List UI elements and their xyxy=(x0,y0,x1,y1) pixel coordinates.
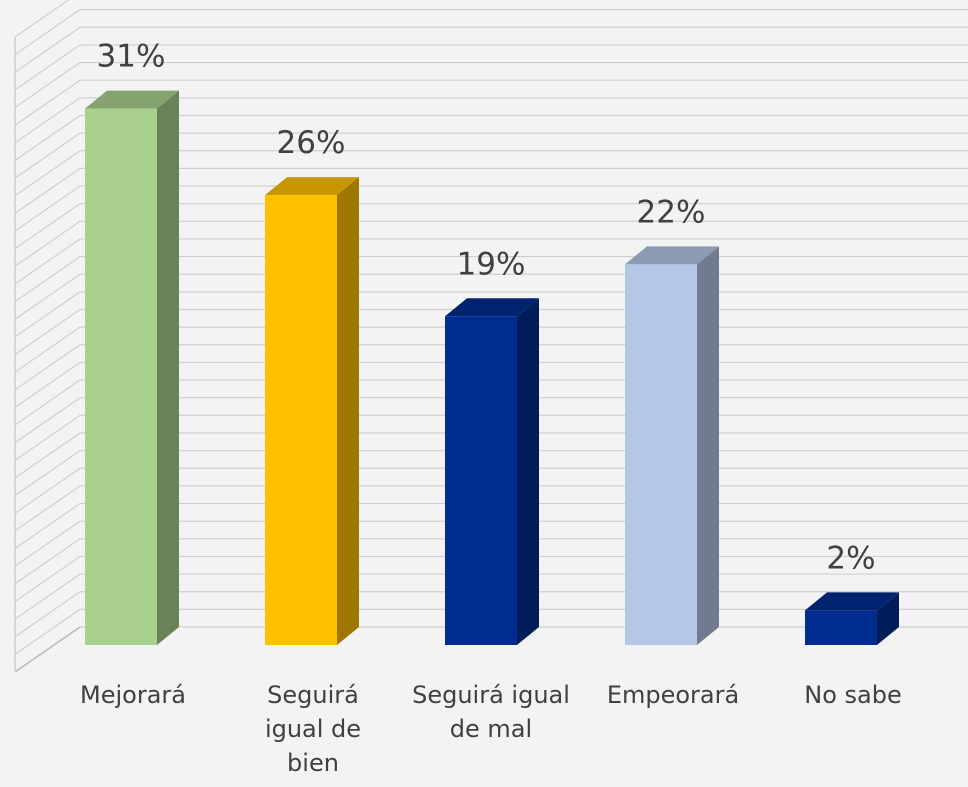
grid-line xyxy=(14,150,81,197)
grid-line xyxy=(14,291,81,338)
bar-top xyxy=(805,592,899,611)
bar-side xyxy=(157,90,179,646)
grid-line xyxy=(14,132,81,179)
grid-line xyxy=(14,379,81,426)
grid-line xyxy=(14,0,70,38)
grid-line xyxy=(14,167,81,214)
grid-line xyxy=(14,538,81,585)
grid-line xyxy=(14,520,81,567)
category-label: Seguirá igual de bien xyxy=(264,681,362,777)
grid-line xyxy=(14,608,81,655)
grid-line xyxy=(14,203,81,250)
bar-front xyxy=(265,195,337,646)
bar xyxy=(85,90,179,646)
grid-line xyxy=(14,185,81,232)
bar-front xyxy=(445,316,517,645)
category-label: No sabe xyxy=(804,681,902,709)
value-label: 31% xyxy=(97,39,166,75)
grid-line xyxy=(14,467,81,514)
value-label: 26% xyxy=(277,125,346,161)
bar-top xyxy=(85,90,179,109)
grid-line xyxy=(14,9,81,56)
value-label: 22% xyxy=(637,194,706,230)
grid-line xyxy=(14,503,81,550)
grid-line xyxy=(14,309,81,355)
grid-line xyxy=(14,361,81,408)
grid-line xyxy=(14,97,81,144)
bar xyxy=(445,298,539,645)
grid-line xyxy=(14,397,81,444)
category-label: Empeorará xyxy=(606,681,740,709)
grid-line xyxy=(14,79,81,126)
grid-line xyxy=(14,220,81,267)
grid-line xyxy=(14,485,81,532)
grid-line xyxy=(14,273,81,320)
grid-line xyxy=(14,344,81,391)
grid-line xyxy=(14,62,81,109)
grid-line xyxy=(14,26,81,73)
grid-line xyxy=(14,256,81,303)
value-label: 2% xyxy=(826,540,875,576)
grid-line xyxy=(14,414,81,461)
grid-line xyxy=(14,114,81,161)
bar-top xyxy=(625,246,719,265)
grid-line xyxy=(14,573,81,620)
bar-side xyxy=(337,177,359,646)
bar xyxy=(805,592,899,645)
grid-line xyxy=(14,450,81,497)
category-label: Seguirá igual de mal xyxy=(412,681,570,743)
axis-line xyxy=(14,626,81,673)
bar-front xyxy=(85,108,157,646)
grid-line xyxy=(14,326,81,373)
grid-line xyxy=(14,238,81,285)
category-label: Mejorará xyxy=(80,681,186,709)
bar-side xyxy=(517,298,539,645)
bar-front xyxy=(805,610,877,645)
bar-side xyxy=(697,246,719,645)
grid-line xyxy=(14,44,81,91)
bar-front xyxy=(625,264,697,645)
grid-line xyxy=(14,555,81,602)
value-label: 19% xyxy=(457,246,526,282)
grid-line xyxy=(14,432,81,479)
bar-top xyxy=(265,177,359,196)
bar-top xyxy=(445,298,539,317)
grid-line xyxy=(14,591,81,638)
bar xyxy=(265,177,359,646)
bar xyxy=(625,246,719,645)
bar-side xyxy=(877,592,899,645)
